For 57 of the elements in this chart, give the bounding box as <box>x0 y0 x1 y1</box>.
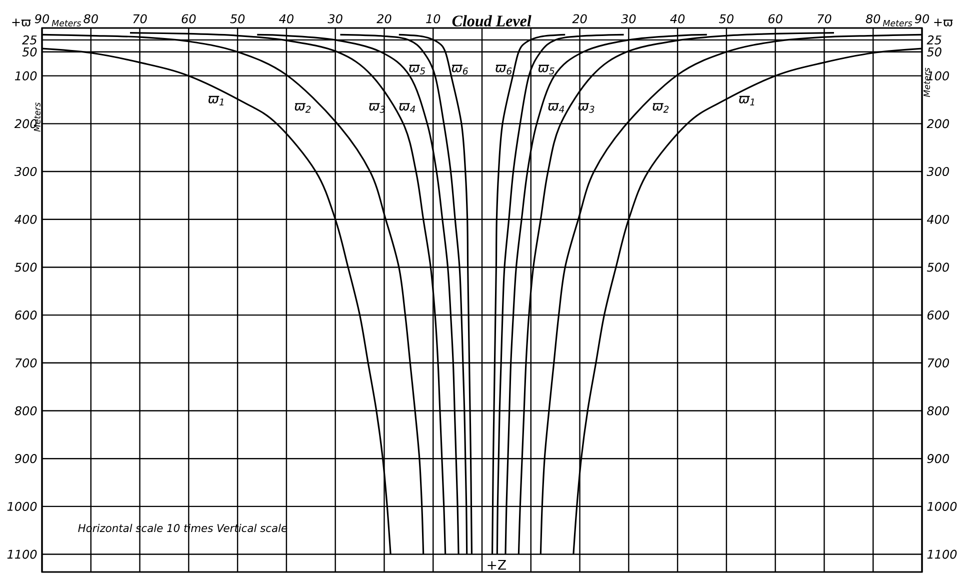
y2-tick-label: 900 <box>927 454 950 464</box>
y2-tick-label: 600 <box>927 310 950 320</box>
y-tick-label: 300 <box>14 166 37 176</box>
y-tick-label: 50 <box>22 47 37 56</box>
y2-tick-label: 1100 <box>927 550 957 559</box>
series-label: ϖ$_{6}$ <box>452 64 468 75</box>
series-label: ϖ$_{1}$ <box>739 96 754 106</box>
y2-tick-label: 25 <box>926 35 942 44</box>
y-tick-label: 800 <box>14 406 37 416</box>
series-label: ϖ$_{5}$ <box>538 64 554 74</box>
y2-tick-label: 700 <box>928 358 950 368</box>
y2-tick-label: 50 <box>926 47 942 56</box>
x-tick-label: 90 <box>914 14 930 24</box>
series-label: ϖ$_{4}$ <box>548 103 564 113</box>
x-tick-label: 90 <box>34 14 50 24</box>
x-tick-label: 10 <box>426 14 440 24</box>
y2-tick-label: 400 <box>926 214 950 224</box>
text: +ϖ <box>934 18 953 26</box>
y-tick-label: 25 <box>22 35 37 44</box>
y2-tick-label: 300 <box>926 166 950 176</box>
x-tick-label: 50 <box>230 14 245 24</box>
x-axis-title: Meters <box>52 20 82 26</box>
text: +ϖ <box>12 18 31 26</box>
x-tick-label: 30 <box>328 14 342 24</box>
x-tick-label: 70 <box>133 14 147 24</box>
text: ϖ$_{4}$ <box>399 103 416 113</box>
x-tick-label: 80 <box>866 14 880 24</box>
y-tick-label: 1000 <box>7 502 37 511</box>
y-tick-label: 900 <box>14 454 37 464</box>
text: Meters <box>882 20 912 26</box>
y-tick-label: 400 <box>14 214 37 224</box>
y2-tick-label: 200 <box>926 119 950 128</box>
annotation: +Z <box>488 560 506 570</box>
y-tick-label: 600 <box>15 310 37 320</box>
x-tick-label: 40 <box>670 14 685 24</box>
y-tick-label: 700 <box>16 358 37 368</box>
text: Cloud Level <box>452 15 532 26</box>
x-tick-label: 20 <box>376 14 392 24</box>
text: ϖ$_{5}$ <box>409 64 426 74</box>
x-tick-label: 20 <box>572 14 587 24</box>
y2-tick-label: 500 <box>926 262 950 272</box>
x-tick-label: 60 <box>182 14 196 24</box>
x-tick-label: 70 <box>818 14 832 24</box>
text: ϖ$_{2}$ <box>294 103 311 113</box>
text: ϖ$_{6}$ <box>496 64 512 75</box>
y-tick-label: 1100 <box>7 550 37 559</box>
y-tick-label: 500 <box>14 262 37 272</box>
x-tick-label: 50 <box>719 14 734 24</box>
x-tick-label: 30 <box>621 14 636 24</box>
series-label: ϖ$_{2}$ <box>652 103 669 113</box>
x-tick-label: 40 <box>279 14 294 24</box>
text: ϖ$_{1}$ <box>208 96 224 106</box>
x-tick-label: 60 <box>768 14 782 24</box>
y2-tick-label: 1000 <box>927 502 957 511</box>
y-tick-label: 100 <box>14 71 37 80</box>
x-tick-label: 80 <box>84 14 98 24</box>
y2-tick-label: 800 <box>927 406 950 416</box>
